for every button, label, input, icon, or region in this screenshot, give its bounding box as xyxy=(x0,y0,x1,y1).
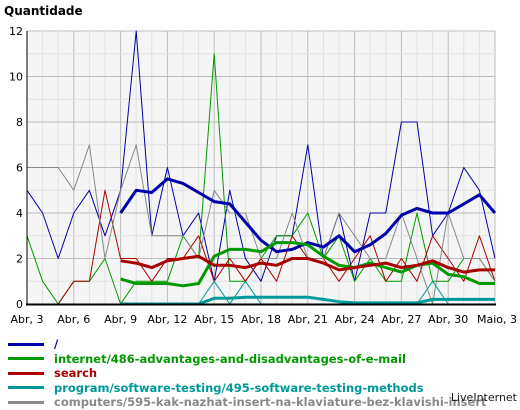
x-tick-label: Abr, 12 xyxy=(147,313,187,326)
y-tick-label: 4 xyxy=(16,207,23,220)
x-tick-label: Abr, 27 xyxy=(381,313,421,326)
x-tick-label: Abr, 6 xyxy=(57,313,90,326)
legend-swatch xyxy=(8,400,44,404)
legend-swatch xyxy=(8,371,44,375)
x-tick-labels: Abr, 3 Abr, 6 Abr, 9 Abr, 12 Abr, 15 Abr, 18 A… xyxy=(10,313,517,326)
series-line-4 xyxy=(27,144,496,305)
y-tick-label: 0 xyxy=(16,298,23,311)
legend-item: program/software-testing/495-software-te… xyxy=(8,381,516,396)
series-line-0 xyxy=(26,30,496,282)
y-tick-label: 10 xyxy=(9,71,23,84)
y-tick-label: 8 xyxy=(16,116,23,129)
legend-item: internet/486-advantages-and-disadvantage… xyxy=(8,352,516,367)
legend-label: / xyxy=(54,337,59,352)
legend: / internet/486-advantages-and-disadvanta… xyxy=(8,337,516,410)
x-tick-label: Abr, 30 xyxy=(428,313,468,326)
legend-item: search xyxy=(8,366,516,381)
average-line-0 xyxy=(119,177,497,254)
legend-swatch xyxy=(8,386,44,390)
average-lines xyxy=(119,177,497,306)
legend-item: computers/595-kak-nazhat-insert-na-klavi… xyxy=(8,395,516,410)
legend-label: internet/486-advantages-and-disadvantage… xyxy=(54,351,406,366)
legend-label: search xyxy=(54,366,98,381)
x-tick-label: Abr, 21 xyxy=(288,313,328,326)
chart-title: Quantidade xyxy=(4,4,83,18)
y-tick-label: 12 xyxy=(9,25,23,38)
x-tick-label: Abr, 9 xyxy=(104,313,137,326)
legend-label: program/software-testing/495-software-te… xyxy=(54,380,424,395)
legend-swatch xyxy=(8,357,44,361)
legend-label: computers/595-kak-nazhat-insert-na-klavi… xyxy=(54,395,487,410)
average-line-1 xyxy=(120,241,495,288)
x-tick-label: Maio, 3 xyxy=(477,313,517,326)
y-tick-label: 2 xyxy=(16,253,23,266)
x-tick-label: Abr, 24 xyxy=(335,313,375,326)
legend-item: / xyxy=(8,337,516,352)
x-tick-label: Abr, 18 xyxy=(241,313,281,326)
y-tick-labels: 0 2 4 6 8 10 12 xyxy=(9,25,23,311)
x-tick-label: Abr, 15 xyxy=(194,313,234,326)
watermark: LiveInternet xyxy=(450,391,517,404)
x-tick-label: Abr, 3 xyxy=(10,313,43,326)
legend-swatch xyxy=(8,342,44,346)
y-tick-label: 6 xyxy=(16,162,23,175)
average-line-2 xyxy=(120,254,495,274)
axes xyxy=(26,31,496,306)
